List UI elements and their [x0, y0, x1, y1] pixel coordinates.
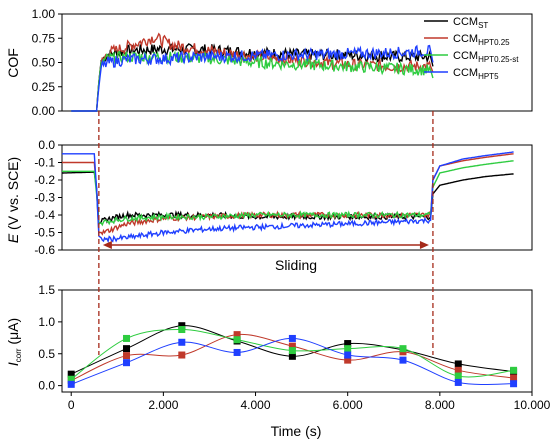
cof-y-tick-label: 0.75	[32, 31, 56, 45]
corrosion-point	[399, 356, 407, 364]
potential-y-tick-label: -0.1	[34, 156, 55, 170]
corrosion-point	[233, 336, 241, 344]
cof-y-tick-label: 1.00	[32, 7, 56, 21]
cof-series-3	[71, 44, 434, 112]
corrosion-point	[344, 351, 352, 359]
corrosion-y-tick-label: 1.0	[38, 315, 55, 329]
corrosion-point	[123, 345, 131, 353]
cof-plot-frame	[61, 13, 533, 112]
cof-y-tick-label: 0.25	[32, 80, 56, 94]
corrosion-point	[178, 322, 186, 330]
potential-y-tick-label: -0.3	[34, 191, 55, 205]
x-tick-label: 0	[68, 398, 75, 412]
cof-y-tick-label: 0.00	[32, 104, 56, 118]
potential-y-tick-label: -0.2	[34, 173, 55, 187]
corrosion-point	[344, 345, 352, 353]
corrosion-series-group	[67, 322, 518, 388]
x-tick-label: 6.000	[333, 398, 363, 412]
cof-series-group	[71, 32, 434, 112]
sliding-markers	[98, 111, 434, 355]
legend-entry: CCMHPT0.25	[453, 33, 510, 47]
legend-entry: CCMST	[453, 16, 488, 30]
corrosion-point	[178, 326, 186, 334]
corrosion-point	[67, 370, 75, 378]
corrosion-point	[510, 374, 518, 382]
sliding-arrow-head-right	[419, 241, 429, 249]
potential-y-tick-label: -0.4	[34, 208, 55, 222]
corrosion-point	[123, 352, 131, 360]
tick-group: 0.000.250.500.751.000.0-0.1-0.2-0.3-0.4-…	[32, 7, 550, 412]
corrosion-point	[67, 380, 75, 388]
potential-y-tick-label: -0.6	[34, 243, 55, 257]
cof-y-tick-label: 0.50	[32, 56, 56, 70]
corrosion-point	[288, 352, 296, 360]
corrosion-point	[67, 375, 75, 383]
potential-series-1	[62, 153, 514, 236]
corrosion-point	[288, 347, 296, 355]
corrosion-point	[123, 334, 131, 342]
corrosion-point	[288, 342, 296, 350]
corrosion-y-tick-label: 1.5	[38, 283, 55, 297]
corrosion-y-tick-label: 0.0	[38, 379, 55, 393]
potential-y-tick-label: -0.5	[34, 226, 55, 240]
cof-y-axis-label: COF	[5, 48, 21, 78]
corrosion-point	[510, 366, 518, 374]
corrosion-point	[233, 348, 241, 356]
corrosion-point	[454, 378, 462, 386]
cof-series-1	[71, 32, 434, 112]
sliding-annotation: Sliding	[275, 257, 317, 273]
corrosion-y-axis-label: Icorr (μA)	[5, 318, 23, 366]
x-tick-label: 2.000	[148, 398, 178, 412]
potential-y-tick-label: 0.0	[38, 138, 55, 152]
corrosion-plot-frame	[61, 289, 533, 393]
legend-entry: CCMHPT0.25-st	[453, 50, 519, 64]
corrosion-point	[510, 380, 518, 388]
corrosion-point	[454, 372, 462, 380]
corrosion-point	[233, 331, 241, 339]
corrosion-point	[178, 351, 186, 359]
corrosion-point	[344, 340, 352, 348]
x-tick-label: 8.000	[425, 398, 455, 412]
cof-legend: CCMST CCMHPT0.25 CCMHPT0.25-st CCMHPT5	[424, 16, 519, 81]
potential-series-group	[62, 151, 514, 244]
corrosion-point	[399, 345, 407, 353]
corrosion-y-tick-label: 0.5	[38, 347, 55, 361]
corrosion-point	[454, 366, 462, 374]
potential-series-2	[62, 160, 514, 227]
potential-series-3	[62, 151, 514, 244]
sliding-arrow-head-left	[102, 241, 112, 249]
corrosion-point	[454, 360, 462, 368]
corrosion-point	[344, 356, 352, 364]
legend-entry: CCMHPT5	[453, 67, 499, 81]
corrosion-point	[123, 359, 131, 367]
corrosion-point	[288, 334, 296, 342]
cof-series-2	[71, 50, 434, 112]
x-tick-label: 10.000	[514, 398, 550, 412]
x-tick-label: 4.000	[241, 398, 271, 412]
potential-y-axis-label: E (V vs. SCE)	[5, 157, 21, 243]
x-axis-label: Time (s)	[271, 423, 322, 439]
corrosion-point	[178, 338, 186, 346]
